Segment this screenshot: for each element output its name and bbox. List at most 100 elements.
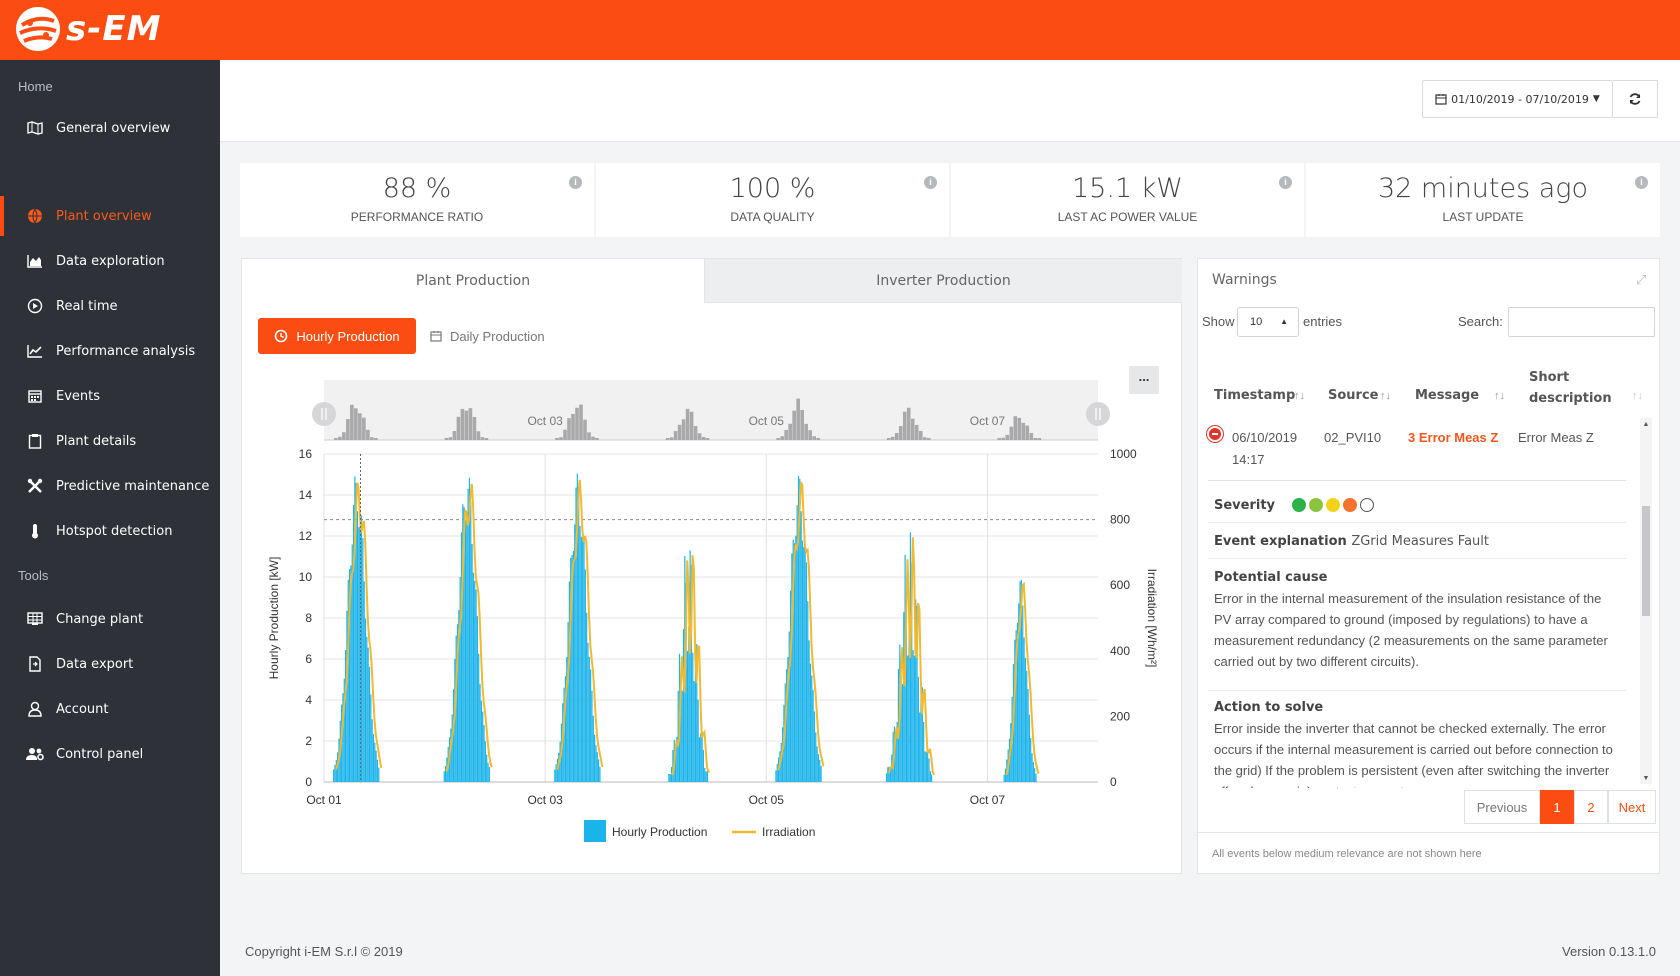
production-bar [482, 711, 484, 782]
navigator-bar [484, 438, 489, 440]
col-message[interactable]: Message [1415, 388, 1480, 403]
search-input[interactable] [1508, 307, 1655, 337]
collapse-row-icon[interactable] [1207, 426, 1223, 442]
pager-page-2[interactable]: 2 [1574, 790, 1608, 824]
production-bar [689, 550, 691, 782]
production-bar [672, 749, 674, 782]
irradiation-line [335, 482, 383, 770]
tab-inverter-production[interactable]: Inverter Production [704, 259, 1182, 303]
severity-label: Severity [1214, 498, 1276, 513]
production-bar [792, 539, 794, 782]
navigator-bar [902, 411, 907, 440]
solve-label: Action to solve [1214, 700, 1324, 715]
production-bar [554, 769, 556, 782]
sidebar-item-events[interactable]: Events [0, 376, 220, 416]
daily-production-button[interactable]: Daily Production [430, 318, 545, 354]
hourly-production-button[interactable]: Hourly Production [258, 318, 416, 354]
y-tick-label: 8 [305, 611, 312, 625]
logo[interactable]: s-EM [16, 7, 161, 51]
navigator-bar [926, 438, 931, 440]
sidebar-item-control-panel[interactable]: Control panel [0, 734, 220, 774]
expand-icon[interactable]: ⤢ [1636, 272, 1647, 287]
navigator-bar [689, 411, 694, 440]
navigator-bar [587, 432, 591, 440]
navigator-bar [812, 436, 816, 440]
date-range-picker[interactable]: 01/10/2019 - 07/10/2019 ▼ [1422, 80, 1613, 118]
production-bar [1015, 630, 1017, 782]
info-icon[interactable]: i [924, 176, 937, 189]
scrollbar-down-icon[interactable]: ▼ [1642, 775, 1650, 782]
production-bar [467, 488, 469, 782]
sidebar-item-predictive-maintenance[interactable]: Predictive maintenance [0, 466, 220, 506]
sidebar-item-data-exploration[interactable]: Data exploration [0, 241, 220, 281]
info-icon[interactable]: i [1635, 176, 1648, 189]
info-icon[interactable]: i [1279, 176, 1292, 189]
col-source[interactable]: Source [1328, 388, 1379, 403]
production-bar [907, 655, 909, 782]
col-short-description[interactable]: Short description [1529, 370, 1612, 406]
production-bar [788, 631, 790, 782]
production-bar [908, 607, 910, 782]
tab-plant-production[interactable]: Plant Production [242, 259, 704, 303]
production-bar [797, 476, 800, 782]
y2-tick-label: 200 [1110, 709, 1130, 723]
sidebar-item-general-overview[interactable]: General overview [0, 108, 220, 148]
sidebar-item-performance-analysis[interactable]: Performance analysis [0, 331, 220, 371]
production-bar [472, 572, 475, 782]
users-cog-icon [26, 746, 44, 762]
navigator-bar [559, 437, 563, 440]
navigator-bar [796, 398, 800, 440]
sort-icon[interactable]: ↑↓ [1294, 390, 1305, 402]
sidebar-item-plant-details[interactable]: Plant details [0, 421, 220, 461]
pager-next[interactable]: Next [1608, 790, 1656, 824]
production-bar [809, 663, 812, 782]
col-timestamp[interactable]: Timestamp [1214, 388, 1296, 403]
production-bar [801, 540, 804, 782]
production-bar [1024, 658, 1026, 782]
production-bar [345, 650, 347, 782]
production-bar [900, 676, 902, 782]
production-bar [333, 769, 335, 782]
navigator-bar [1021, 422, 1026, 440]
pager-previous[interactable]: Previous [1464, 790, 1540, 824]
sort-icon[interactable]: ↑↓ [1380, 390, 1391, 402]
sidebar-item-change-plant[interactable]: Change plant [0, 599, 220, 639]
production-bar [1035, 773, 1037, 782]
y-tick-label: 16 [299, 447, 313, 461]
pager-page-1[interactable]: 1 [1540, 790, 1574, 824]
production-bar [588, 656, 590, 782]
legend-swatch-production [584, 820, 606, 842]
sidebar-item-real-time[interactable]: Real time [0, 286, 220, 326]
scrollbar[interactable]: ▲ ▼ [1640, 418, 1652, 784]
calendar-icon [26, 388, 44, 404]
production-bar [566, 657, 568, 782]
top-bar: s-EM [0, 0, 1680, 60]
sidebar-item-account[interactable]: Account [0, 689, 220, 729]
row-message[interactable]: 3 Error Meas Z [1408, 430, 1499, 445]
navigator-bar [997, 438, 1002, 440]
entries-select[interactable]: 10 ▲ [1237, 307, 1299, 337]
production-bar [787, 656, 789, 782]
sort-icon[interactable]: ↑↓ [1632, 390, 1643, 402]
refresh-button[interactable] [1613, 80, 1658, 118]
sidebar-item-data-export[interactable]: Data export [0, 644, 220, 684]
y2-tick-label: 1000 [1110, 447, 1137, 461]
production-bar [931, 774, 933, 782]
scrollbar-thumb[interactable] [1642, 506, 1650, 616]
info-icon[interactable]: i [569, 176, 582, 189]
kpi-label: LAST UPDATE [1442, 210, 1524, 224]
navigator-bar [342, 432, 346, 440]
sort-icon[interactable]: ↑↓ [1494, 390, 1505, 402]
scrollbar-up-icon[interactable]: ▲ [1642, 421, 1650, 428]
navigator-bar [452, 431, 457, 440]
chart-menu-button[interactable]: ... [1129, 366, 1159, 394]
sidebar-item-hotspot-detection[interactable]: Hotspot detection [0, 511, 220, 551]
navigator-bar [673, 431, 678, 440]
refresh-icon [1629, 93, 1641, 105]
production-bar [451, 714, 453, 782]
thermometer-icon [26, 523, 44, 539]
navigator-bar [567, 418, 571, 440]
sidebar-item-plant-overview[interactable]: Plant overview [0, 196, 220, 236]
legend-label-irradiation: Irradiation [762, 825, 815, 839]
table-row[interactable]: 06/10/2019 14:17 02_PVI10 3 Error Meas Z… [1204, 418, 1634, 474]
